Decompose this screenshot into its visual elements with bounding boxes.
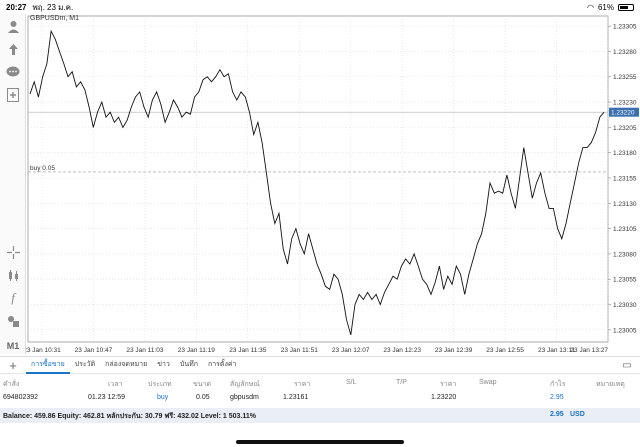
y-tick-label: 1.23130 bbox=[613, 201, 637, 208]
col-sl: S/L bbox=[346, 379, 357, 386]
y-tick-label: 1.23255 bbox=[613, 74, 637, 81]
balance-currency: USD bbox=[570, 411, 585, 418]
y-tick-label: 1.23105 bbox=[613, 226, 637, 233]
balance-summary: Balance: 459.86 Equity: 462.81 หลักประกั… bbox=[3, 413, 256, 420]
wifi-icon: ◠ bbox=[587, 2, 594, 12]
trade-table: คำสั่ง เวลา ประเภท ขนาด สัญลักษณ์ ราคา S… bbox=[0, 376, 640, 406]
table-header: คำสั่ง เวลา ประเภท ขนาด สัญลักษณ์ ราคา S… bbox=[0, 376, 640, 391]
symbol-label: GBPUSDm, M1 bbox=[30, 15, 80, 22]
order-current-price: 1.23220 bbox=[431, 394, 457, 401]
home-indicator bbox=[236, 440, 404, 444]
timeframe-button[interactable]: M1 bbox=[6, 341, 20, 351]
current-price-tag bbox=[609, 107, 639, 117]
tab-history[interactable]: ประวัติ bbox=[74, 361, 96, 368]
balance-profit: 2.95 bbox=[550, 411, 564, 418]
x-tick-label: 23 Jan 13:11 bbox=[538, 347, 575, 354]
trade-icon[interactable] bbox=[3, 39, 23, 59]
account-icon[interactable] bbox=[3, 16, 23, 36]
tab-news[interactable]: ข่าว bbox=[157, 361, 170, 368]
tab-journal[interactable]: บันทึก bbox=[179, 361, 198, 368]
x-tick-label: 23 Jan 11:35 bbox=[229, 347, 266, 354]
status-date: พฤ. 23 ม.ค. bbox=[32, 2, 74, 12]
y-tick-label: 1.23230 bbox=[613, 100, 637, 107]
left-toolbar: f M1 bbox=[0, 14, 26, 354]
col-swap: Swap bbox=[479, 379, 497, 386]
order-type: buy bbox=[157, 394, 169, 401]
add-icon[interactable]: + bbox=[9, 357, 17, 373]
y-tick-label: 1.23205 bbox=[613, 125, 637, 132]
col-tp: T/P bbox=[396, 379, 407, 386]
current-price-tag-text: 1.23220 bbox=[611, 110, 635, 117]
x-tick-label: 23 Jan 10:47 bbox=[75, 347, 113, 354]
tab-trade[interactable]: การซื้อขาย bbox=[26, 356, 70, 374]
new-order-icon[interactable] bbox=[3, 85, 23, 105]
price-chart[interactable]: 1.23305 1.23280 1.23255 1.23230 1.23205 1.231… bbox=[26, 14, 640, 354]
chart-canvas: 1.23305 1.23280 1.23255 1.23230 1.23205 1.231… bbox=[26, 15, 639, 354]
col-current: ราคา bbox=[440, 381, 457, 388]
x-tick-label: 23 Jan 12:55 bbox=[486, 347, 524, 354]
y-tick-label: 1.23155 bbox=[613, 175, 637, 182]
order-id: 694802392 bbox=[3, 394, 39, 401]
bottom-tabs: + การซื้อขาย ประวัติ กล่องจดหมาย ข่าว บั… bbox=[0, 356, 640, 374]
col-order: คำสั่ง bbox=[3, 381, 20, 388]
col-symbol: สัญลักษณ์ bbox=[230, 381, 260, 388]
order-symbol: gbpusdm bbox=[230, 394, 259, 401]
col-time: เวลา bbox=[108, 381, 123, 388]
x-tick-label: 23 Jan 11:51 bbox=[281, 347, 318, 354]
order-line-label: buy 0.05 bbox=[30, 165, 55, 172]
x-tick-label: 23 Jan 12:07 bbox=[332, 347, 370, 354]
crosshair-icon[interactable] bbox=[3, 242, 23, 262]
x-tick-label: 23 Jan 10:31 bbox=[26, 347, 61, 354]
plot-frame bbox=[27, 15, 609, 343]
tab-settings[interactable]: การตั้งค่า bbox=[207, 361, 237, 368]
y-tick-label: 1.23055 bbox=[613, 277, 637, 284]
y-tick-label: 1.23080 bbox=[613, 251, 637, 258]
order-price: 1.23161 bbox=[283, 394, 309, 401]
y-tick-label: 1.23280 bbox=[613, 49, 637, 56]
status-bar: 20:27 พฤ. 23 ม.ค. ◠ 61% bbox=[0, 0, 640, 14]
y-tick-label: 1.23005 bbox=[613, 327, 637, 334]
x-tick-label: 23 Jan 11:19 bbox=[178, 347, 215, 354]
objects-icon[interactable] bbox=[3, 311, 23, 331]
chart-type-icon[interactable] bbox=[3, 265, 23, 285]
battery-icon bbox=[618, 3, 634, 11]
battery-percent: 61% bbox=[597, 2, 614, 12]
x-tick-label: 23 Jan 11:03 bbox=[126, 347, 163, 354]
balance-bar: Balance: 459.86 Equity: 462.81 หลักประกั… bbox=[0, 408, 640, 423]
x-tick-label: 23 Jan 12:39 bbox=[435, 347, 473, 354]
order-size: 0.05 bbox=[196, 394, 210, 401]
price-series-line bbox=[29, 29, 605, 336]
col-comment: หมายเหตุ bbox=[596, 381, 625, 388]
col-price: ราคา bbox=[294, 381, 311, 388]
status-time: 20:27 bbox=[6, 2, 27, 12]
y-tick-label: 1.23305 bbox=[613, 24, 637, 31]
y-tick-label: 1.23180 bbox=[613, 150, 637, 157]
x-tick-label: 23 Jan 12:23 bbox=[383, 347, 421, 354]
chat-icon[interactable] bbox=[3, 62, 23, 82]
order-profit: 2.95 bbox=[550, 394, 564, 401]
indicators-icon[interactable]: f bbox=[11, 290, 15, 305]
col-size: ขนาด bbox=[193, 381, 212, 388]
x-tick-label: 23 Jan 13:27 bbox=[570, 347, 608, 354]
col-type: ประเภท bbox=[148, 381, 172, 388]
layout-icon[interactable]: ▭ bbox=[622, 359, 632, 371]
y-tick-label: 1.23030 bbox=[613, 302, 637, 309]
table-row[interactable]: 694802392 01.23 12:59 buy 0.05 gbpusdm 1… bbox=[0, 391, 640, 406]
order-time: 01.23 12:59 bbox=[88, 394, 125, 401]
col-profit: กำไร bbox=[550, 381, 566, 388]
tab-mailbox[interactable]: กล่องจดหมาย bbox=[105, 361, 148, 368]
